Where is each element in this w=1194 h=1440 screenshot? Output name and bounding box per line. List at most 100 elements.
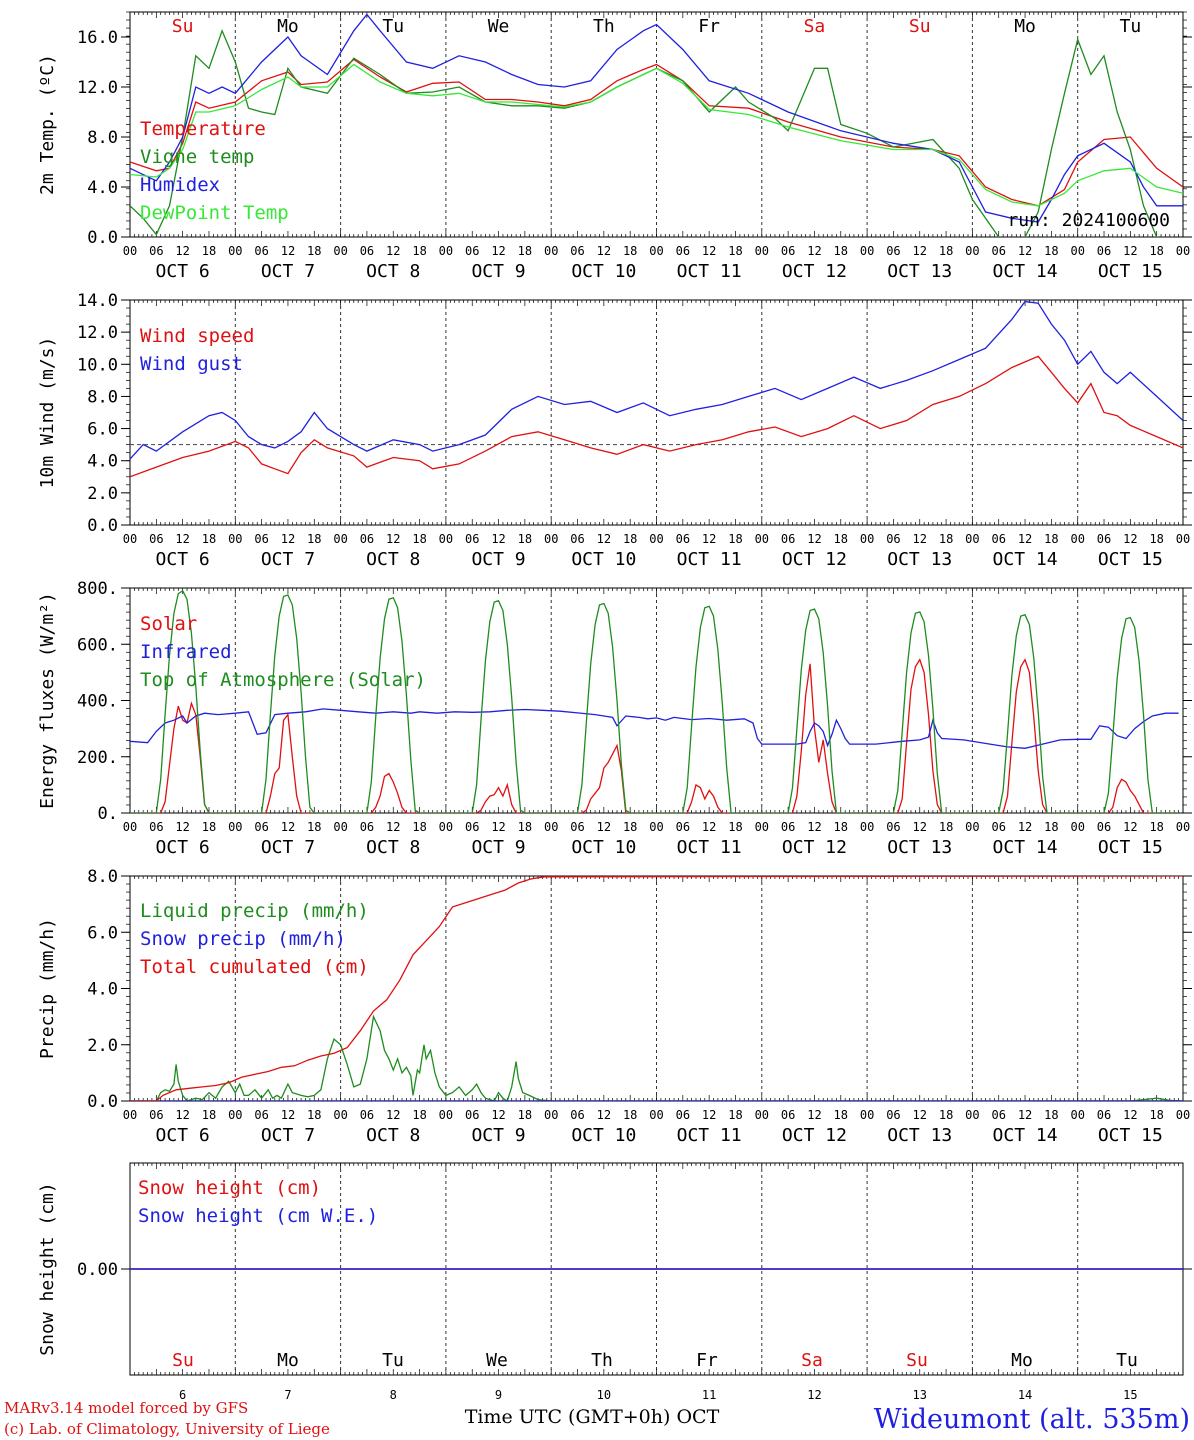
x-tick-label: 00 [755,1108,769,1122]
weekday-label: Su [906,1350,928,1371]
legend-entry: Infrared [140,641,232,663]
run-label: run: 2024100600 [1007,210,1170,231]
date-label: OCT 14 [993,1125,1058,1146]
y-tick-label: 800. [77,579,118,599]
x-tick-label: 18 [834,1108,848,1122]
legend-entry: Solar [140,613,197,635]
x-tick-label: 18 [202,532,216,546]
y-axis-label: 10m Wind (m/s) [37,337,58,489]
credits-line-2: (c) Lab. of Climatology, University of L… [4,1420,330,1438]
station-label: Wideumont (alt. 535m) [874,1404,1190,1435]
y-tick-label: 200. [77,748,118,768]
series-line [130,58,1183,207]
x-tick-label: 00 [123,820,137,834]
x-tick-label: 00 [439,820,453,834]
x-tick-label: 06 [254,244,268,258]
x-tick-label: 18 [202,244,216,258]
y-tick-label: 6.0 [87,420,118,440]
date-label: OCT 12 [782,1125,847,1146]
date-label: OCT 12 [782,261,847,282]
x-tick-label: 06 [465,244,479,258]
date-label: OCT 11 [677,1125,742,1146]
x-tick-label: 00 [544,820,558,834]
x-tick-label: 06 [570,1108,584,1122]
x-tick-label: 18 [623,1108,637,1122]
x-tick-label: 00 [649,1108,663,1122]
x-tick-label: 00 [649,244,663,258]
x-tick-label: 00 [228,1108,242,1122]
x-tick-label: 00 [123,532,137,546]
x-tick-label: 18 [939,244,953,258]
y-tick-label: 8.0 [87,387,118,407]
x-tick-label: 18 [728,820,742,834]
x-tick-label: 00 [755,244,769,258]
legend-entry: Total cumulated (cm) [140,956,369,978]
x-tick-label: 12 [175,820,189,834]
date-label: OCT 13 [887,1125,952,1146]
weekday-top-label: Sa [804,16,826,37]
x-tick-label: 06 [991,244,1005,258]
x-tick-label: 00 [123,1108,137,1122]
x-tick-label: 12 [175,532,189,546]
x-tick-label: 18 [834,244,848,258]
x-tick-label: 06 [991,1108,1005,1122]
weekday-label: Mo [277,1350,299,1371]
x-tick-label: 12 [386,244,400,258]
x-tick-label: 18 [518,1108,532,1122]
x-tick-label: 18 [623,820,637,834]
x-tick-label: 18 [939,820,953,834]
legend-entry: DewPoint Temp [140,202,289,224]
weekday-top-label: Mo [277,16,299,37]
x-tick-label: 18 [939,532,953,546]
x-tick-label: 18 [1044,1108,1058,1122]
y-tick-label: 2.0 [87,1036,118,1056]
date-label: OCT 9 [471,261,525,282]
x-tick-label: 12 [281,820,295,834]
x-tick-label: 12 [175,244,189,258]
legend-entry: Snow precip (mm/h) [140,928,346,950]
legend-entry: Temperature [140,118,266,140]
legend-entry: Humidex [140,174,220,196]
date-label: OCT 10 [571,549,636,570]
x-tick-label: 06 [886,820,900,834]
day-number-label: 15 [1123,1388,1137,1402]
x-tick-label: 00 [544,532,558,546]
date-label: OCT 6 [156,261,210,282]
x-tick-label: 00 [228,820,242,834]
y-axis-label: 2m Temp. (ºC) [37,54,58,195]
day-number-label: 13 [913,1388,927,1402]
y-axis-label: Precip (mm/h) [37,918,58,1059]
weekday-top-label: Fr [698,16,720,37]
date-label: OCT 15 [1098,549,1163,570]
legend-entry: Snow height (cm) [138,1177,321,1199]
weekday-top-label: Th [593,16,615,37]
date-label: OCT 11 [677,837,742,858]
series-line [130,1014,1183,1101]
x-tick-label: 06 [360,532,374,546]
x-tick-label: 00 [439,1108,453,1122]
x-tick-label: 00 [439,532,453,546]
y-tick-label: 16.0 [77,28,118,48]
x-tick-label: 06 [149,820,163,834]
series-line [130,300,1183,460]
x-tick-label: 00 [333,820,347,834]
x-tick-label: 06 [149,1108,163,1122]
x-tick-label: 12 [597,820,611,834]
x-tick-label: 06 [781,244,795,258]
x-tick-label: 12 [807,820,821,834]
date-label: OCT 13 [887,837,952,858]
x-tick-label: 18 [412,1108,426,1122]
date-label: OCT 14 [993,261,1058,282]
x-tick-label: 06 [991,820,1005,834]
x-tick-label: 06 [570,532,584,546]
x-tick-label: 12 [702,1108,716,1122]
y-axis-label: Snow height (cm) [37,1182,58,1355]
date-label: OCT 15 [1098,261,1163,282]
date-label: OCT 11 [677,261,742,282]
x-tick-label: 12 [1123,244,1137,258]
x-tick-label: 00 [1176,244,1190,258]
x-tick-label: 00 [1070,244,1084,258]
y-tick-label: 4.0 [87,178,118,198]
x-tick-label: 00 [1070,1108,1084,1122]
